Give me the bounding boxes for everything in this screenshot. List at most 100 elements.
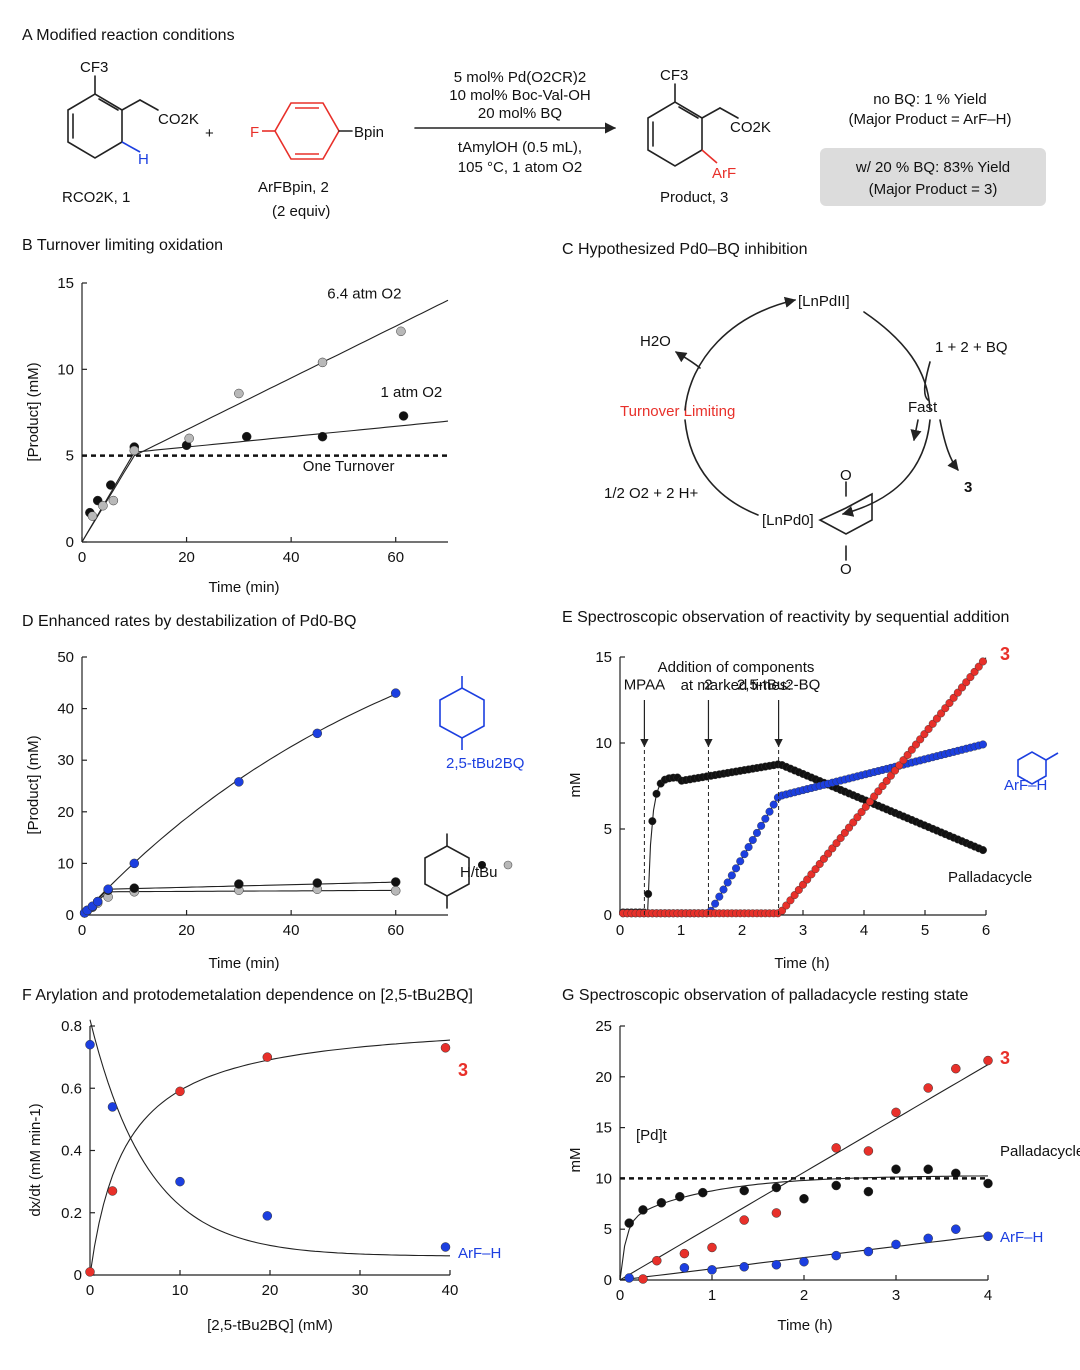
cycle-product: 3 [964, 479, 972, 496]
data-point [831, 1180, 841, 1191]
data-point-arf-h [727, 871, 736, 880]
chart-g-label-3: 3 [1000, 1048, 1010, 1068]
reactant-1-structure: CF3 CO2K H RCO2K, 1 [62, 59, 199, 206]
data-point-product-3 [962, 678, 971, 687]
chart-g-label-palladacycle: Palladacycle [1000, 1143, 1080, 1160]
chart-g-pd-total-label: [Pd]t [636, 1127, 668, 1144]
reagent-2-equiv: (2 equiv) [272, 203, 330, 220]
chart-e-label-3: 3 [1000, 644, 1010, 664]
data-point [739, 1215, 749, 1225]
chart-f-label-arfh: ArF–H [458, 1245, 501, 1262]
data-point-product-3 [861, 802, 870, 811]
y-tick-label: 0.4 [61, 1143, 82, 1160]
product-arf: ArF [712, 165, 736, 182]
water-out-arrow [675, 351, 701, 369]
data-point [129, 858, 140, 869]
condition-line-2: 10 mol% Boc-Val-OH [449, 87, 590, 104]
data-point [624, 1273, 634, 1283]
data-point-arf-h [732, 864, 741, 873]
y-tick-label: 15 [595, 1120, 612, 1137]
data-point-product-3 [849, 818, 858, 827]
fit-arf-h [89, 1019, 450, 1257]
data-point-product-3 [790, 891, 799, 900]
data-point-product-3 [953, 688, 962, 697]
x-tick-label: 20 [178, 922, 195, 939]
data-point-arf-h [748, 836, 757, 845]
no-bq-yield: no BQ: 1 % Yield [873, 91, 986, 108]
condition-line-3: 20 mol% BQ [478, 105, 562, 122]
data-point-product-3 [949, 693, 958, 702]
data-point-product-3 [815, 859, 824, 868]
chart-e-xlabel: Time (h) [774, 955, 829, 972]
chart-d-ylabel: [Product] (mM) [25, 735, 42, 834]
x-tick-label: 2 [738, 922, 746, 939]
data-point [106, 480, 116, 490]
data-point-arf-h [757, 821, 766, 830]
data-point [175, 1086, 185, 1097]
x-tick-label: 10 [172, 1282, 189, 1299]
product-out-arrow [939, 419, 959, 471]
cycle-arrow-bottom [841, 419, 931, 517]
reagent-1-label: RCO2K, 1 [62, 189, 130, 206]
data-point-product-3 [786, 896, 795, 905]
panel-e: E Spectroscopic observation of reactivit… [562, 609, 1059, 972]
data-point-product-3 [853, 813, 862, 822]
y-tick-label: 5 [604, 1221, 612, 1238]
data-point [923, 1083, 933, 1093]
chart-b-ylabel: [Product] (mM) [25, 362, 42, 461]
data-point [983, 1178, 993, 1189]
data-point-product-3 [886, 771, 895, 780]
data-point [831, 1143, 841, 1153]
oxidant-label: 1/2 O2 + 2 H+ [604, 485, 698, 502]
data-point [184, 433, 194, 444]
chart-d-xlabel: Time (min) [208, 955, 279, 972]
y-tick-label: 40 [57, 701, 74, 718]
data-point-product-3 [958, 683, 967, 692]
chart-e: 0 1 2 3 4 5 6 0 5 10 15 MPAA 2 2,5-tBu2-BQ [595, 649, 990, 939]
y-tick-label: 0 [604, 907, 612, 924]
data-point [390, 885, 401, 896]
y-tick-label: 10 [595, 1170, 612, 1187]
chart-d: 0 20 40 60 0 10 20 30 40 50 [57, 649, 448, 939]
data-point [831, 1250, 841, 1261]
data-point-product-3 [819, 854, 828, 863]
data-point-product-3 [903, 750, 912, 759]
data-point [739, 1185, 749, 1196]
x-tick-label: 0 [86, 1282, 94, 1299]
data-point [98, 500, 108, 511]
chart-b: 0 20 40 60 0 5 10 15 6.4 atm O2 1 atm O2 One Turno… [57, 275, 449, 566]
x-tick-label: 40 [442, 1282, 459, 1299]
condition-line-1: 5 mol% Pd(O2CR)2 [454, 69, 587, 86]
data-point-palladacycle [652, 789, 661, 798]
data-point [951, 1063, 961, 1074]
y-tick-label: 0.6 [61, 1080, 82, 1097]
x-tick-label: 2 [800, 1287, 808, 1304]
data-point [923, 1164, 933, 1175]
data-point-product-3 [899, 756, 908, 765]
panel-d: D Enhanced rates by destabilization of P… [22, 613, 524, 972]
y-tick-label: 0 [66, 534, 74, 551]
chart-e-ylabel: mM [567, 773, 584, 798]
data-point-product-3 [966, 673, 975, 682]
chart-g-xlabel: Time (h) [777, 1317, 832, 1334]
chart-e-note-2: at marked times: [681, 677, 792, 694]
data-point [312, 728, 323, 739]
panel-b-header: B Turnover limiting oxidation [22, 237, 223, 254]
data-point-product-3 [778, 906, 787, 915]
data-point [398, 411, 409, 421]
data-point [85, 1039, 95, 1050]
data-point-product-3 [857, 808, 866, 817]
chart-g: 0 1 2 3 4 0 5 10 15 20 25 [595, 1018, 993, 1304]
bq-structure-icon [424, 833, 513, 909]
data-point-arf-h [740, 850, 749, 859]
data-point-arf-h [765, 807, 774, 816]
data-point [983, 1055, 993, 1066]
data-point [891, 1107, 901, 1118]
data-point-product-3 [870, 792, 879, 801]
data-point-palladacycle [648, 817, 657, 826]
data-point-product-3 [882, 776, 891, 785]
data-point-product-3 [878, 782, 887, 791]
data-point [107, 1102, 118, 1112]
reactant-in-arrow [923, 361, 931, 401]
data-point-arf-h [978, 740, 987, 749]
